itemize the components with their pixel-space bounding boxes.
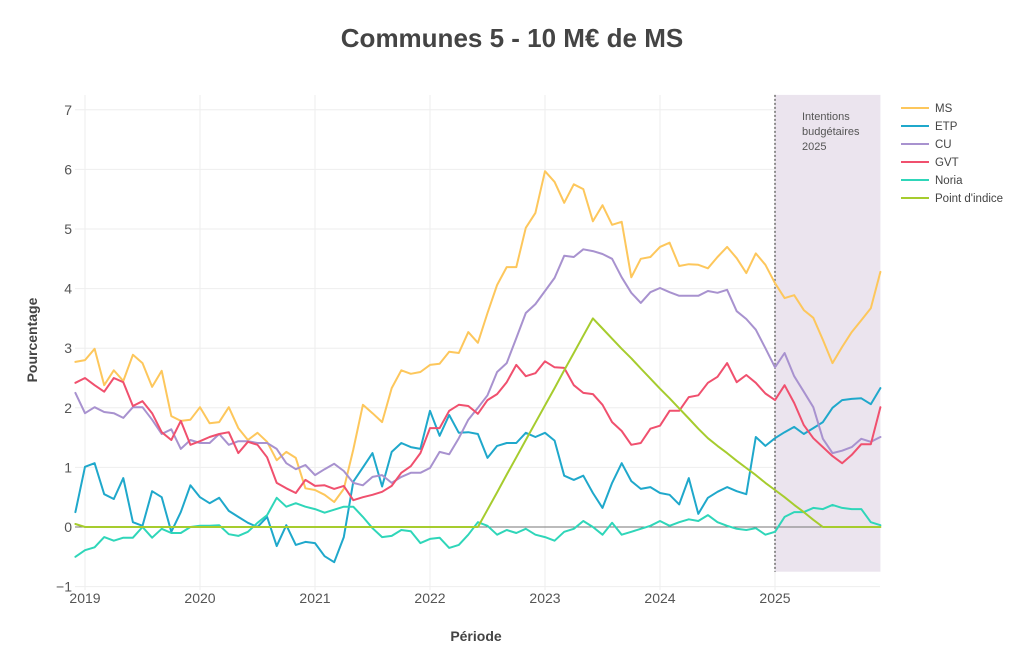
legend-label-noria: Noria bbox=[935, 175, 963, 187]
y-tick-label: −1 bbox=[56, 579, 72, 595]
legend-item-noria[interactable]: Noria bbox=[901, 175, 963, 187]
x-tick-label: 2025 bbox=[759, 590, 790, 606]
x-tick-label: 2020 bbox=[184, 590, 215, 606]
legend-item-etp[interactable]: ETP bbox=[901, 121, 958, 133]
annotation-line-2: budgétaires bbox=[802, 126, 860, 138]
chart-title: Communes 5 - 10 M€ de MS bbox=[341, 23, 683, 53]
x-tick-label: 2024 bbox=[644, 590, 675, 606]
legend-label-cu: CU bbox=[935, 139, 952, 151]
legend-item-point-d-indice[interactable]: Point d'indice bbox=[901, 193, 1003, 205]
legend-item-cu[interactable]: CU bbox=[901, 139, 952, 151]
x-tick-label: 2019 bbox=[69, 590, 100, 606]
y-tick-label: 4 bbox=[64, 281, 72, 297]
legend-item-gvt[interactable]: GVT bbox=[901, 157, 959, 169]
x-axis-title: Période bbox=[450, 628, 502, 644]
y-axis-title: Pourcentage bbox=[24, 297, 40, 382]
x-tick-label: 2023 bbox=[529, 590, 560, 606]
budget-intentions-shaded-region bbox=[775, 94, 881, 572]
y-tick-label: 6 bbox=[64, 161, 72, 177]
y-tick-label: 1 bbox=[64, 459, 72, 475]
budget-intentions-annotation: Intentions budgétaires 2025 bbox=[802, 111, 860, 153]
series-line-etp bbox=[74, 387, 882, 564]
annotation-line-3: 2025 bbox=[802, 141, 826, 153]
gridlines bbox=[75, 95, 880, 590]
y-tick-label: 0 bbox=[64, 519, 72, 535]
plot-area bbox=[74, 170, 882, 564]
x-tick-label: 2022 bbox=[414, 590, 445, 606]
legend-label-gvt: GVT bbox=[935, 157, 959, 169]
annotation-line-1: Intentions bbox=[802, 111, 850, 123]
y-tick-label: 5 bbox=[64, 221, 72, 237]
y-tick-label: 7 bbox=[64, 102, 72, 118]
series-line-ms bbox=[74, 170, 882, 503]
series-line-point-d-indice bbox=[74, 317, 882, 528]
legend-label-point-d-indice: Point d'indice bbox=[935, 193, 1003, 205]
series-line-gvt bbox=[74, 360, 882, 502]
legend-label-ms: MS bbox=[935, 103, 953, 115]
series-line-cu bbox=[74, 248, 882, 487]
y-tick-label: 3 bbox=[64, 340, 72, 356]
x-axis-ticks: 2019 2020 2021 2022 2023 2024 2025 bbox=[69, 590, 790, 606]
y-tick-label: 2 bbox=[64, 400, 72, 416]
x-tick-label: 2021 bbox=[299, 590, 330, 606]
y-axis-ticks: −1 0 1 2 3 4 5 6 7 bbox=[56, 102, 72, 595]
legend-label-etp: ETP bbox=[935, 121, 958, 133]
series-line-noria bbox=[74, 496, 882, 558]
legend-item-ms[interactable]: MS bbox=[901, 103, 953, 115]
legend: MS ETP CU GVT Noria Point d'indice bbox=[901, 103, 1003, 205]
